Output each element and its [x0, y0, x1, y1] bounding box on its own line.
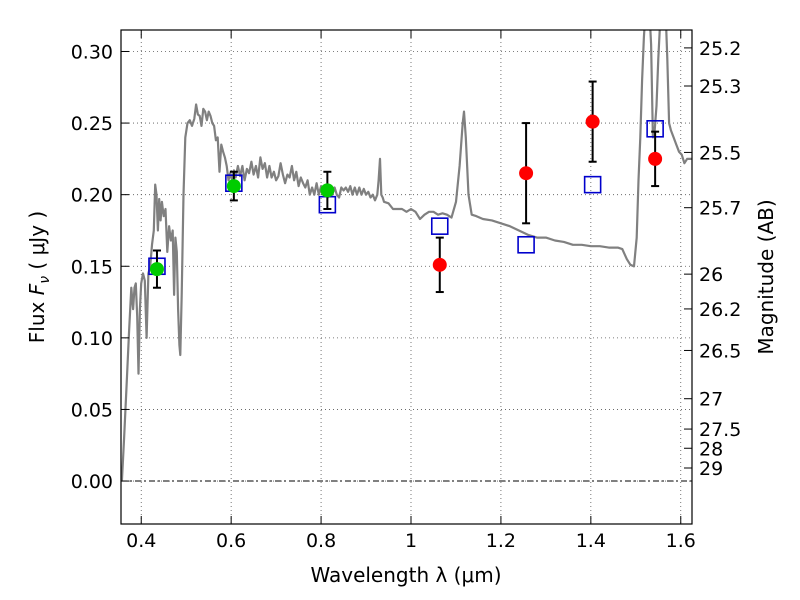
magnitude-tick-label: 25.7	[699, 198, 741, 220]
x-axis-label: Wavelength λ (μm)	[310, 563, 501, 587]
near-ir-data-point	[585, 114, 600, 129]
y-tick-label: 0.05	[71, 399, 113, 421]
y-axis-label-subscript: ν	[37, 276, 53, 284]
y-tick-label: 0.10	[71, 328, 113, 350]
x-tick-label: 0.4	[126, 530, 156, 552]
plot-frame	[120, 29, 693, 525]
y-axis-label-prefix: Flux	[25, 295, 49, 343]
y-tick-label: 0.00	[71, 471, 113, 493]
optical-data-point	[226, 179, 241, 194]
axis-ticks: 0.4 0.6 0.8 1 1.2 1.4 1.6 0.00 0.05 0.10 0.15 0.20 0…	[71, 30, 741, 552]
near-ir-data-point	[519, 166, 534, 181]
magnitude-tick-label: 29	[699, 458, 723, 480]
x-tick-label: 0.6	[216, 530, 246, 552]
model-sed-line	[121, 30, 692, 482]
magnitude-tick-label: 28	[699, 438, 723, 460]
magnitude-tick-label: 26.2	[699, 299, 741, 321]
magnitude-tick-label: 27	[699, 389, 723, 411]
y-tick-label: 0.15	[71, 256, 113, 278]
optical-data-point	[149, 262, 164, 277]
x-tick-label: 1.6	[666, 530, 696, 552]
y-tick-label: 0.30	[71, 41, 113, 63]
y-tick-label: 0.25	[71, 113, 113, 135]
near-ir-data-point	[648, 151, 663, 166]
magnitude-tick-label: 25.3	[699, 76, 741, 98]
model-photometry-square	[583, 175, 602, 194]
optical-data-point	[320, 183, 335, 198]
x-tick-label: 1.4	[576, 530, 606, 552]
x-tick-label: 1	[405, 530, 417, 552]
plot-background	[121, 30, 692, 524]
magnitude-tick-label: 26.5	[699, 340, 741, 362]
model-photometry-square	[517, 235, 535, 254]
x-tick-label: 0.8	[306, 530, 336, 552]
data-series	[121, 30, 692, 482]
y-axis-label-suffix: ( μJy )	[25, 211, 49, 276]
model-photometry-square	[430, 217, 449, 235]
y-tick-label: 0.20	[71, 185, 113, 207]
magnitude-tick-label: 25.5	[699, 142, 741, 164]
near-ir-data-point	[432, 257, 447, 272]
magnitude-tick-label: 26	[699, 264, 723, 286]
y-axis-label: Flux Fν ( μJy )	[25, 211, 53, 343]
magnitude-tick-label: 25.2	[699, 38, 741, 60]
y-axis-label-symbol: F	[25, 283, 49, 295]
magnitude-tick-label: 27.5	[699, 419, 741, 441]
x-tick-label: 1.2	[486, 530, 516, 552]
right-axis-label: Magnitude (AB)	[754, 199, 778, 354]
